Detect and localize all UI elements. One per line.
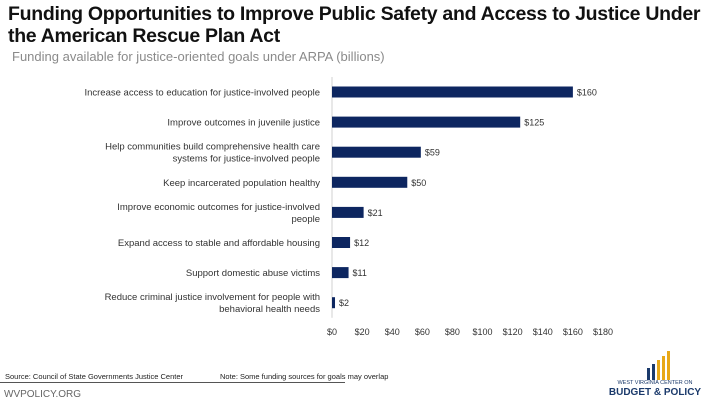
data-label: $59 (425, 148, 440, 158)
bar (332, 237, 351, 248)
x-tick-label: $60 (415, 327, 430, 337)
x-tick-label: $120 (503, 327, 523, 337)
bar (332, 176, 408, 188)
bar (332, 267, 349, 279)
x-tick-label: $160 (563, 327, 583, 337)
source-note: Source: Council of State Governments Jus… (5, 372, 184, 381)
x-tick-label: $140 (533, 327, 553, 337)
bar (332, 116, 521, 128)
data-label: $11 (353, 268, 367, 278)
category-label: people (291, 214, 320, 225)
logo-line2: BUDGET & POLICY (608, 387, 702, 398)
category-label: behavioral health needs (219, 304, 320, 315)
data-label: $160 (577, 88, 597, 98)
bar (332, 297, 336, 309)
bar (332, 206, 364, 218)
x-tick-label: $80 (445, 327, 460, 337)
category-label: Expand access to stable and affordable h… (118, 238, 320, 249)
bar (332, 86, 573, 98)
data-label: $2 (339, 298, 349, 308)
footer-divider (0, 382, 345, 383)
data-label: $12 (354, 238, 369, 248)
chart-title: Funding Opportunities to Improve Public … (8, 3, 701, 47)
wvcbp-logo: WEST VIRGINIA CENTER ON BUDGET & POLICY (600, 350, 710, 402)
x-tick-label: $100 (473, 327, 493, 337)
category-label: Help communities build comprehensive hea… (105, 142, 320, 153)
category-label: Keep incarcerated population healthy (163, 178, 320, 189)
category-label: Support domestic abuse victims (186, 268, 320, 279)
category-label: Improve economic outcomes for justice-in… (117, 202, 320, 213)
category-label: Reduce criminal justice involvement for … (105, 292, 320, 303)
x-tick-label: $180 (593, 327, 613, 337)
x-tick-label: $0 (327, 327, 337, 337)
category-label: Improve outcomes in juvenile justice (167, 118, 320, 129)
bar (332, 146, 421, 158)
website-link[interactable]: WVPOLICY.ORG (4, 389, 82, 400)
logo-line1: WEST VIRGINIA CENTER ON (617, 380, 693, 386)
data-label: $21 (368, 208, 383, 218)
logo-bars-icon (647, 351, 670, 380)
chart-subtitle: Funding available for justice-oriented g… (12, 49, 385, 64)
x-tick-label: $40 (385, 327, 400, 337)
x-tick-label: $20 (355, 327, 370, 337)
data-label: $125 (524, 118, 544, 128)
category-label: Increase access to education for justice… (84, 88, 320, 99)
overlap-note: Note: Some funding sources for goals may… (220, 372, 389, 381)
category-label: systems for justice-involved people (173, 154, 320, 165)
data-label: $50 (411, 178, 426, 188)
